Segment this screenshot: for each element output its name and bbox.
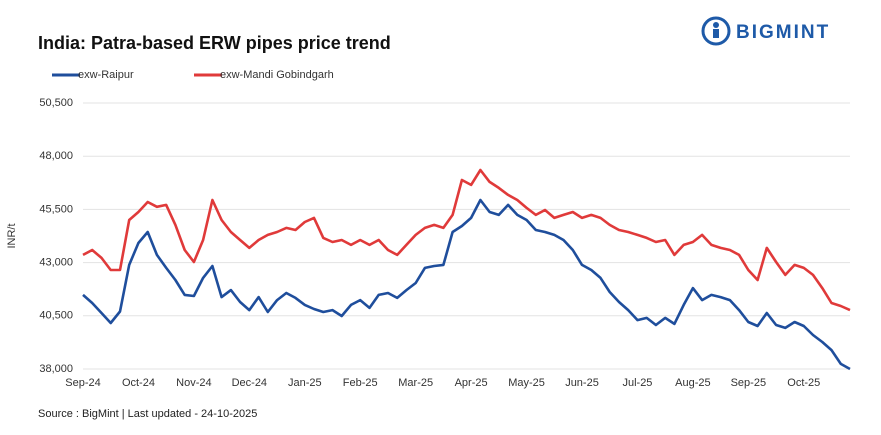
x-tick-label: Apr-25: [455, 377, 488, 389]
x-tick-label: Sep-25: [731, 377, 766, 389]
x-tick-label: Feb-25: [343, 377, 378, 389]
x-tick-label: Oct-24: [122, 377, 155, 389]
x-tick-label: Aug-25: [675, 377, 710, 389]
y-tick-label: 40,500: [39, 310, 73, 322]
logo-icon-body: [713, 29, 719, 38]
x-tick-label: Jul-25: [622, 377, 652, 389]
logo-icon: [701, 16, 731, 46]
x-tick-label: Sep-24: [65, 377, 100, 389]
x-tick-label: Oct-25: [787, 377, 820, 389]
logo-text: BIGMINT: [736, 22, 830, 43]
y-tick-label: 43,000: [39, 257, 73, 269]
y-tick-label: 48,000: [39, 150, 73, 162]
chart-title: India: Patra-based ERW pipes price trend: [38, 33, 391, 53]
logo-icon-dot: [713, 22, 719, 28]
y-axis-label: INR/t: [6, 223, 18, 248]
legend: exw-Raipur exw-Mandi Gobindgarh: [52, 69, 334, 81]
x-tick-label: Mar-25: [398, 377, 433, 389]
y-tick-label: 50,500: [39, 97, 73, 109]
series-line: [82, 168, 851, 312]
x-tick-label: Jan-25: [288, 377, 322, 389]
series-line: [82, 198, 851, 371]
logo: BIGMINT: [701, 16, 830, 46]
y-tick-label: 45,500: [39, 203, 73, 215]
legend-label: exw-Mandi Gobindgarh: [220, 69, 334, 81]
source-note: Source : BigMint | Last updated - 24-10-…: [38, 408, 257, 420]
y-tick-label: 38,000: [39, 363, 73, 375]
legend-label: exw-Raipur: [78, 69, 134, 81]
x-tick-label: Jun-25: [565, 377, 599, 389]
x-tick-label: Nov-24: [176, 377, 211, 389]
x-tick-label: May-25: [508, 377, 545, 389]
x-tick-label: Dec-24: [232, 377, 267, 389]
